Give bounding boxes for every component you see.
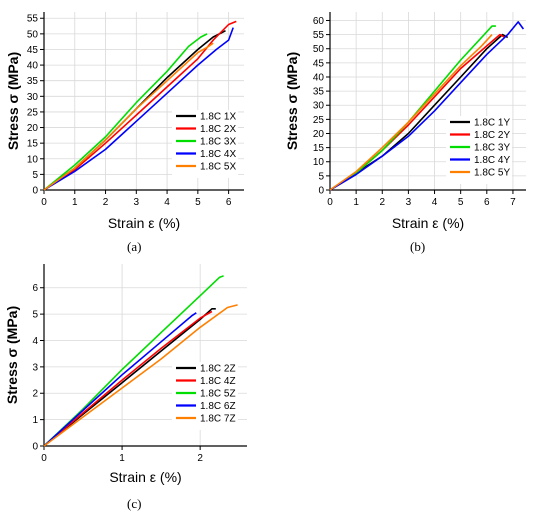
series-line (43, 312, 197, 447)
series-line (43, 33, 208, 191)
x-axis-label: Strain ε (%) (108, 215, 180, 231)
x-tick-label: 0 (41, 197, 47, 208)
y-tick-label: 3 (32, 362, 38, 373)
legend-label: 1.8C 1Y (474, 118, 510, 129)
x-tick-label: 7 (510, 197, 516, 208)
x-tick-label: 2 (197, 453, 203, 464)
series-line (329, 33, 509, 191)
legend-label: 1.8C 6Z (200, 401, 236, 412)
x-tick-label: 1 (72, 197, 78, 208)
caption-a: (a) (127, 239, 142, 254)
y-tick-label: 25 (27, 107, 39, 118)
x-tick-label: 2 (103, 197, 109, 208)
y-tick-label: 5 (32, 170, 38, 181)
legend-label: 1.8C 1X (200, 112, 236, 123)
legend-label: 1.8C 4Y (474, 155, 510, 166)
legend-label: 1.8C 4X (200, 149, 236, 160)
series-line (43, 20, 237, 191)
x-axis-label: Strain ε (%) (392, 215, 464, 231)
series-line (43, 275, 224, 447)
y-tick-label: 60 (313, 16, 325, 27)
legend-label: 1.8C 2Y (474, 130, 510, 141)
caption-b: (b) (410, 239, 426, 254)
legend-label: 1.8C 3X (200, 137, 236, 148)
y-tick-label: 15 (27, 139, 39, 150)
legend-label: 1.8C 5Z (200, 389, 236, 400)
legend-label: 1.8C 3Y (474, 143, 510, 154)
x-axis-label: Strain ε (%) (109, 469, 181, 485)
y-axis-label: Stress σ (MPa) (4, 306, 20, 404)
chart-panel-c: 0 1 2 0 1 2 3 4 5 6 Strain ε (%) Stress σ (MPa) 1.8C… (0, 258, 275, 515)
legend-label: 1.8C 2Z (200, 364, 236, 375)
y-tick-label: 45 (27, 45, 39, 56)
y-tick-label: 2 (32, 389, 38, 400)
y-tick-label: 50 (27, 29, 39, 40)
series-line (329, 21, 525, 191)
legend: 1.8C 2Z1.8C 4Z 1.8C 5Z1.8C 6Z 1.8C 7Z (172, 362, 238, 430)
x-tick-label: 5 (458, 197, 464, 208)
x-tick-label: 1 (119, 453, 125, 464)
y-tick-label: 35 (27, 76, 39, 87)
legend-label: 1.8C 5Y (474, 168, 510, 179)
stress-strain-chart-c: 0 1 2 0 1 2 3 4 5 6 Strain ε (%) Stress σ (MPa) 1.8C… (4, 264, 247, 485)
y-tick-label: 25 (313, 115, 325, 126)
x-tick-label: 3 (134, 197, 140, 208)
x-tick-label: 0 (327, 197, 333, 208)
y-tick-label: 45 (313, 58, 325, 69)
y-tick-label: 0 (32, 442, 38, 453)
series-line (43, 307, 216, 447)
y-tick-label: 40 (313, 72, 325, 83)
legend-label: 1.8C 2X (200, 124, 236, 135)
y-tick-label: 5 (32, 310, 38, 321)
y-tick-label: 4 (32, 336, 38, 347)
series-line (329, 25, 496, 191)
y-tick-label: 35 (313, 87, 325, 98)
x-tick-label: 2 (379, 197, 385, 208)
y-tick-label: 0 (318, 186, 324, 197)
y-tick-label: 55 (313, 30, 325, 41)
y-tick-label: 0 (32, 186, 38, 197)
y-tick-label: 30 (27, 92, 39, 103)
y-tick-label: 6 (32, 283, 38, 294)
x-tick-label: 6 (226, 197, 232, 208)
chart-panel-a: 0 1 2 3 4 5 6 0 5 10 15 20 25 30 35 40 45 50 55 Strain ε (%… (0, 0, 275, 258)
x-tick-label: 6 (484, 197, 490, 208)
y-tick-label: 20 (313, 129, 325, 140)
y-tick-label: 55 (27, 14, 39, 25)
y-tick-label: 10 (27, 154, 39, 165)
series-line (43, 304, 238, 447)
y-tick-label: 10 (313, 157, 325, 168)
x-tick-label: 0 (41, 453, 47, 464)
x-tick-label: 1 (353, 197, 359, 208)
y-tick-label: 1 (32, 415, 38, 426)
y-tick-label: 40 (27, 61, 39, 72)
legend: 1.8C 1X1.8C 2X 1.8C 3X1.8C 4X 1.8C 5X (172, 110, 238, 178)
x-tick-label: 5 (195, 197, 201, 208)
y-tick-label: 20 (27, 123, 39, 134)
x-tick-label: 4 (432, 197, 438, 208)
legend-label: 1.8C 5X (200, 162, 236, 173)
y-axis-label: Stress σ (MPa) (284, 52, 300, 150)
series-line (329, 34, 493, 191)
series-line (43, 42, 214, 191)
series-line (43, 310, 213, 447)
x-tick-label: 3 (406, 197, 412, 208)
legend-label: 1.8C 7Z (200, 414, 236, 425)
x-tick-label: 4 (164, 197, 170, 208)
caption-c: (c) (127, 496, 142, 511)
y-tick-label: 50 (313, 44, 325, 55)
legend: 1.8C 1Y1.8C 2Y 1.8C 3Y1.8C 4Y 1.8C 5Y (446, 116, 512, 184)
legend-label: 1.8C 4Z (200, 376, 236, 387)
y-tick-label: 30 (313, 101, 325, 112)
chart-panel-b: 0 1 2 3 4 5 6 7 0 5 10 15 20 25 30 35 40 45 50 55 60 Strain ε… (275, 0, 550, 258)
y-tick-label: 15 (313, 143, 325, 154)
series-line (43, 27, 234, 191)
y-axis-label: Stress σ (MPa) (5, 52, 21, 150)
y-tick-label: 5 (318, 171, 324, 182)
